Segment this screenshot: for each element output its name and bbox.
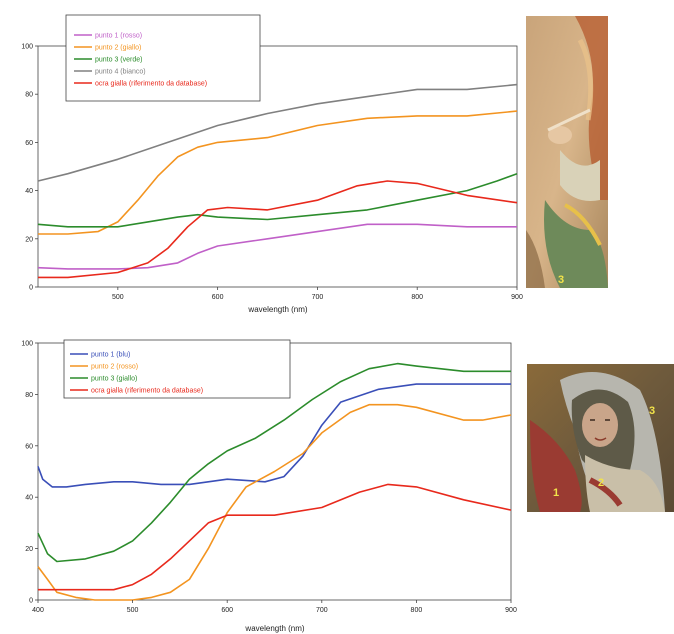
chart-bottom-xtick-label: 500 <box>127 607 139 614</box>
chart-top-xtick-label: 900 <box>511 294 523 301</box>
chart-bottom-series-line-1 <box>37 383 511 488</box>
chart-bottom-ytick-label: 100 <box>21 341 33 348</box>
chart-bottom-ytick-label: 60 <box>25 443 33 450</box>
fresco-madonna-photo: 1 2 3 <box>527 364 674 512</box>
chart-top-ytick-label: 40 <box>25 188 33 195</box>
chart-top-ytick-label: 100 <box>21 44 33 51</box>
legend-label: punto 4 (bianco) <box>95 69 146 76</box>
chart-top-series-line-5 <box>38 180 518 279</box>
chart-top-series-line-2 <box>38 110 518 235</box>
legend-label: punto 1 (blu) <box>91 352 130 359</box>
legend-label: punto 2 (rosso) <box>91 364 138 371</box>
photo-marker-label: 3 <box>558 274 564 286</box>
chart-top-xtick-label: 600 <box>212 294 224 301</box>
chart-bottom-ytick-label: 40 <box>25 495 33 502</box>
chart-bottom-xlabel: wavelength (nm) <box>244 624 304 633</box>
chart-bottom-series-line-4 <box>38 483 512 591</box>
chart-bottom-ytick-label: 80 <box>25 392 33 399</box>
chart-top-xtick-label: 500 <box>112 294 124 301</box>
chart-top-series-line-4 <box>37 83 518 182</box>
photo-marker-label: 2 <box>598 477 604 489</box>
legend-label: punto 1 (rosso) <box>95 33 142 40</box>
legend-label: ocra gialla (riferimento da database) <box>95 81 207 88</box>
chart-bottom-legend: punto 1 (blu) punto 2 (rosso) punto 3 (g… <box>63 339 291 399</box>
chart-bottom-series-line-3 <box>37 362 511 563</box>
legend-label: punto 3 (giallo) <box>91 376 137 383</box>
chart-top-series-line-1 <box>37 223 517 270</box>
chart-bottom-series-line-2 <box>37 403 512 601</box>
photo-marker-label: 3 <box>649 405 655 417</box>
legend-label: ocra gialla (riferimento da database) <box>91 388 203 395</box>
chart-top-ytick-label: 60 <box>25 140 33 147</box>
chart-bottom-xtick-label: 400 <box>32 607 44 614</box>
chart-top-ytick-label: 0 <box>29 285 33 292</box>
legend-box <box>65 14 261 102</box>
legend-label: punto 2 (giallo) <box>95 45 141 52</box>
chart-bottom-xtick-label: 800 <box>411 607 423 614</box>
chart-top-ytick-label: 80 <box>25 92 33 99</box>
photo-marker-label: 1 <box>553 487 559 499</box>
chart-top-xtick-label: 800 <box>411 294 423 301</box>
chart-top-legend: punto 1 (rosso) punto 2 (giallo) punto 3… <box>65 14 261 102</box>
legend-label: punto 3 (verde) <box>95 57 142 64</box>
chart-bottom-xtick-label: 900 <box>505 607 517 614</box>
chart-bottom-ytick-label: 20 <box>25 546 33 553</box>
chart-bottom-xtick-label: 700 <box>316 607 328 614</box>
chart-top-series-line-3 <box>37 172 518 228</box>
chart-top: 500 600 700 800 900 0 20 40 60 80 100 wavelength … <box>21 14 523 314</box>
chart-top-ytick-label: 20 <box>25 236 33 243</box>
chart-top-xlabel: wavelength (nm) <box>247 305 307 314</box>
chart-bottom: 400 500 600 700 800 900 0 20 40 60 80 100 waveleng… <box>21 339 517 633</box>
fresco-detail-hand-photo: 3 <box>526 16 608 288</box>
chart-bottom-xtick-label: 600 <box>221 607 233 614</box>
legend-box <box>63 339 291 399</box>
chart-bottom-ytick-label: 0 <box>29 598 33 605</box>
chart-top-xtick-label: 700 <box>312 294 324 301</box>
